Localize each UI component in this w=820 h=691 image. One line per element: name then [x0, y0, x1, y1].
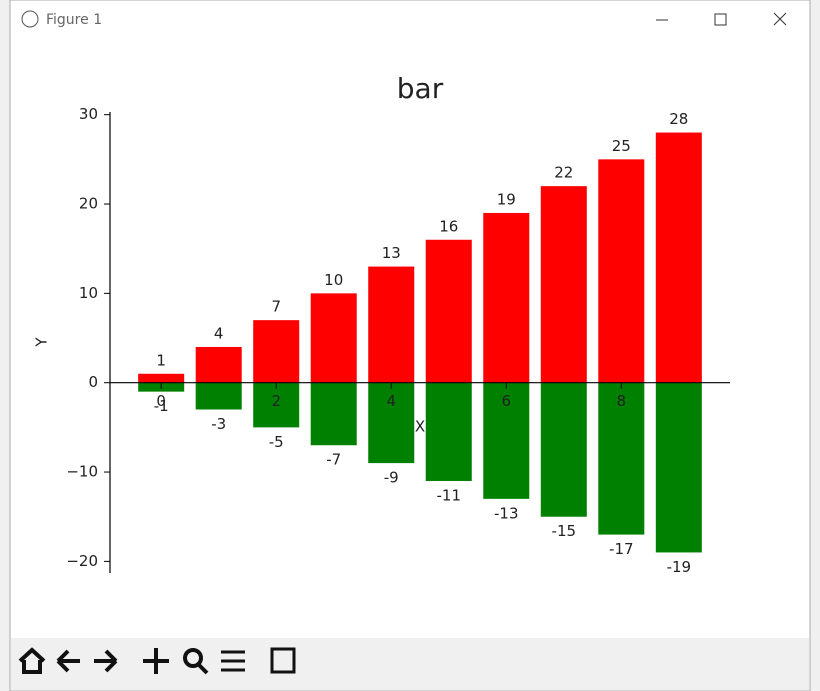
zoom-handle — [197, 663, 209, 675]
data-label: -3 — [211, 415, 226, 433]
close-button[interactable] — [773, 12, 787, 26]
x-tick-label: 2 — [271, 392, 281, 410]
bar — [598, 159, 645, 383]
chart-title: bar — [397, 72, 444, 105]
title-bar — [11, 1, 809, 39]
data-label: -1 — [154, 397, 169, 415]
x-tick-label: 6 — [501, 392, 511, 410]
bar — [483, 382, 530, 499]
y-axis-label: Y — [33, 337, 51, 348]
y-tick-label: 10 — [79, 284, 98, 302]
data-label: 25 — [612, 137, 631, 155]
data-label: -17 — [609, 540, 634, 558]
data-label: 28 — [669, 110, 688, 128]
x-tick-label: 0 — [156, 392, 166, 410]
bar — [655, 382, 702, 553]
plot: 14710131619222528-1-3-5-7-9-11-13-15-17-… — [66, 105, 730, 576]
maximize-button[interactable] — [714, 13, 727, 26]
data-label: 19 — [497, 190, 516, 208]
bar — [195, 382, 242, 410]
bar — [483, 212, 530, 383]
home-button[interactable] — [18, 647, 46, 674]
x-tick-label: 4 — [386, 392, 396, 410]
forward-button[interactable] — [94, 649, 118, 673]
y-tick-label: 30 — [79, 105, 98, 123]
data-label: 22 — [554, 164, 573, 182]
data-label: -9 — [384, 469, 399, 487]
data-label: 1 — [156, 351, 166, 369]
y-tick-label: 0 — [88, 373, 98, 391]
bar — [195, 346, 242, 383]
x-axis-label: X — [415, 418, 425, 436]
bar — [540, 382, 587, 517]
save-button[interactable] — [270, 647, 296, 674]
configure-button[interactable] — [221, 650, 245, 672]
bar — [655, 132, 702, 383]
window-title: Figure 1 — [46, 12, 102, 28]
bar — [138, 373, 185, 383]
bar — [540, 186, 587, 383]
data-label: 7 — [271, 298, 281, 316]
data-label: -11 — [437, 486, 462, 504]
x-tick-label: 8 — [617, 392, 627, 410]
data-label: -7 — [326, 451, 341, 469]
y-tick-label: 20 — [79, 195, 98, 213]
y-tick-label: −20 — [66, 552, 98, 570]
data-label: 4 — [214, 324, 224, 342]
data-label: -15 — [552, 522, 577, 540]
toolbar-icons — [18, 647, 296, 675]
bar — [310, 382, 357, 446]
toolbar — [11, 638, 809, 690]
bar — [253, 382, 300, 428]
bar — [368, 266, 415, 383]
data-label: -5 — [269, 433, 284, 451]
bar — [253, 320, 300, 383]
pan-button[interactable] — [143, 648, 169, 674]
data-label: 16 — [439, 217, 458, 235]
zoom-button[interactable] — [183, 648, 203, 668]
bar — [310, 293, 357, 383]
data-label: -13 — [494, 504, 519, 522]
bar — [598, 382, 645, 535]
app-icon — [21, 10, 39, 28]
bar — [425, 382, 472, 481]
data-label: 13 — [382, 244, 401, 262]
back-button[interactable] — [56, 649, 80, 673]
bar — [425, 239, 472, 383]
data-label: -19 — [667, 558, 692, 576]
bar — [368, 382, 415, 464]
y-tick-label: −10 — [66, 463, 98, 481]
data-label: 10 — [324, 271, 343, 289]
